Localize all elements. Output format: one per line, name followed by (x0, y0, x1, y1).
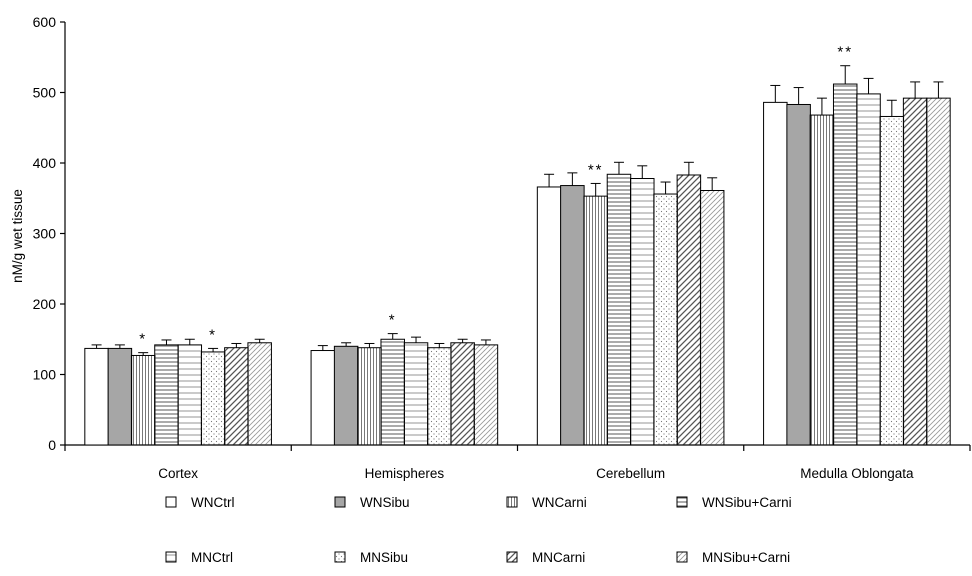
bar-cortex-mnsibu-plus-carni (247, 342, 272, 446)
bar-hemispheres-wnsibu-plus-carni (380, 338, 405, 446)
bar-cortex-wnsibu-plus-carni (154, 344, 179, 446)
bar-cortex-wncarni (130, 354, 156, 446)
bars-group (84, 65, 951, 446)
bar-hemispheres-wnctrl (310, 350, 336, 446)
bar-hemispheres-mnsibu (427, 347, 452, 446)
bar-medulla-oblongata-mncarni (902, 97, 928, 446)
bar-medulla-oblongata-mnctrl (856, 93, 881, 446)
bar-cortex-wnctrl (84, 347, 109, 446)
category-label: Cerebellum (596, 466, 665, 481)
y-tick-label: 400 (33, 155, 57, 171)
legend-item: MNCarni (506, 550, 585, 565)
bar-cerebellum-wnsibu (560, 185, 585, 446)
y-axis-title: nM/g wet tissue (10, 189, 25, 283)
bar-hemispheres-mnctrl (403, 342, 429, 446)
legend-swatch (506, 551, 518, 563)
significance-marker: ** (837, 44, 853, 61)
bar-cortex-mnctrl (177, 344, 203, 446)
legend-item: WNCtrl (165, 495, 235, 510)
y-tick-label: 300 (33, 226, 57, 242)
category-label: Cortex (158, 466, 198, 481)
legend-label: MNSibu+Carni (702, 550, 790, 565)
y-tick-label: 100 (33, 367, 57, 383)
legend-swatch (165, 551, 177, 563)
labels-group: Cortex Hemispheres Cerebellum Medulla Oblon… (139, 44, 914, 481)
significance-marker: ** (588, 161, 604, 178)
bar-cerebellum-mnctrl (630, 178, 655, 446)
bar-hemispheres-wncarni (357, 347, 382, 446)
bar-medulla-oblongata-wnsibu-plus-carni (832, 83, 858, 446)
significance-marker: * (389, 312, 397, 329)
legend-swatch (165, 496, 177, 508)
legend-item: WNSibu (334, 495, 410, 510)
legend-item: MNCtrl (165, 550, 233, 565)
bar-cortex-mncarni (224, 347, 249, 446)
legend-label: MNCarni (532, 550, 585, 565)
legend-swatch (334, 496, 346, 508)
legend-label: MNSibu (360, 550, 408, 565)
legend-label: WNCtrl (191, 495, 235, 510)
legend-item: MNSibu (334, 550, 408, 565)
y-tick-label: 0 (48, 437, 56, 453)
bar-medulla-oblongata-mnsibu (879, 115, 905, 446)
category-label: Medulla Oblongata (800, 466, 914, 481)
y-tick-label: 600 (33, 14, 57, 30)
bar-medulla-oblongata-wnctrl (763, 101, 788, 446)
bar-hemispheres-wnsibu (333, 345, 359, 446)
legend-swatch (506, 496, 518, 508)
bar-cerebellum-mnsibu (653, 193, 678, 446)
bar-medulla-oblongata-mnsibu-plus-carni (926, 97, 951, 446)
legend-label: WNCarni (532, 495, 587, 510)
bar-cerebellum-mncarni (676, 174, 702, 446)
legend-item: WNCarni (506, 495, 587, 510)
bar-medulla-oblongata-wnsibu (786, 103, 811, 446)
category-label: Hemispheres (365, 466, 445, 481)
bar-hemispheres-mncarni (450, 342, 475, 446)
bar-medulla-oblongata-wncarni (809, 114, 835, 446)
legend-label: MNCtrl (191, 550, 233, 565)
legend-swatch (334, 551, 346, 563)
legend-item: WNSibu+Carni (676, 495, 792, 510)
bar-hemispheres-mnsibu-plus-carni (473, 344, 499, 446)
bar-cortex-mnsibu (200, 351, 226, 446)
bar-cerebellum-wnsibu-plus-carni (606, 173, 632, 446)
bar-cerebellum-wncarni (583, 195, 608, 446)
y-tick-label: 200 (33, 296, 57, 312)
legend-item: MNSibu+Carni (676, 550, 790, 565)
legend-swatch (676, 551, 688, 563)
significance-marker: * (139, 331, 147, 348)
bar-cortex-wnsibu (107, 347, 133, 446)
y-tick-label: 500 (33, 85, 57, 101)
significance-marker: * (209, 326, 217, 343)
legend: WNCtrl WNSibu WNCarni WNSibu+Carni MNCtrl MNS… (165, 495, 792, 565)
legend-label: WNSibu (360, 495, 410, 510)
bar-cerebellum-mnsibu-plus-carni (699, 189, 725, 446)
bar-cerebellum-wnctrl (536, 186, 562, 446)
legend-swatch (676, 496, 688, 508)
legend-label: WNSibu+Carni (702, 495, 792, 510)
